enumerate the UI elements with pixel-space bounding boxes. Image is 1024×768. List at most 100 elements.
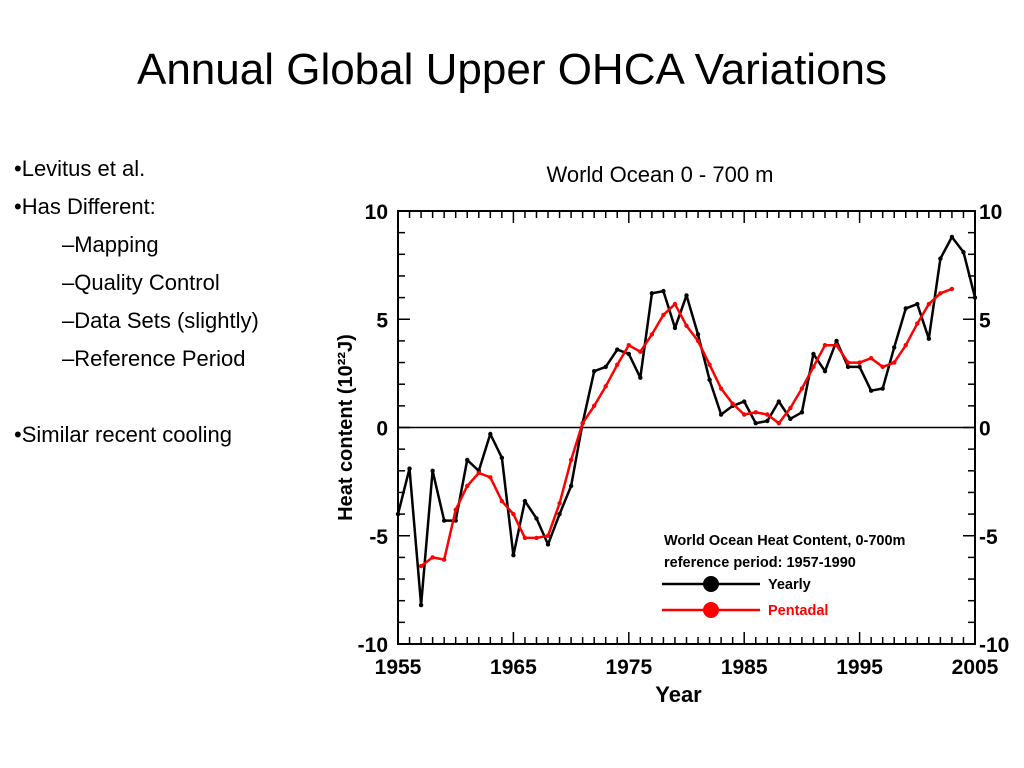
data-point-pentadal [799,386,805,391]
data-point-pentadal [615,362,620,367]
data-point-yearly [418,602,424,608]
x-tick-label: 1965 [490,656,537,679]
data-point-pentadal [776,420,782,426]
data-point-yearly [638,375,643,380]
bullet-list: •Levitus et al. •Has Different: –Mapping –Q… [14,150,334,454]
data-point-pentadal [511,511,516,517]
data-point-yearly [615,347,620,352]
data-point-pentadal [695,338,701,344]
data-point-yearly [488,431,493,437]
data-point-yearly [407,466,412,471]
data-point-yearly [961,249,966,255]
data-point-pentadal [834,343,839,348]
x-axis-label: Year [655,682,702,707]
data-point-yearly [857,364,862,370]
data-point-pentadal [949,286,955,292]
data-point-yearly [926,336,932,341]
y-tick-label-left: 0 [376,418,388,441]
data-point-pentadal [742,412,747,417]
data-point-pentadal [672,301,678,307]
data-point-pentadal [707,362,712,367]
data-point-pentadal [465,483,470,489]
data-point-pentadal [684,323,689,328]
data-point-yearly [522,498,528,504]
bullet-item: –Reference Period [62,346,246,371]
data-point-pentadal [430,555,435,560]
data-point-yearly [776,399,782,404]
legend-title: World Ocean Heat Content, 0-700m [664,533,905,549]
data-point-pentadal [418,563,424,569]
data-point-yearly [834,338,839,344]
data-point-yearly [788,416,793,422]
data-point-pentadal [868,356,874,361]
data-point-pentadal [811,364,816,370]
data-point-pentadal [661,312,666,318]
data-point-pentadal [580,420,585,426]
data-point-pentadal [926,301,932,307]
y-tick-label-left: -10 [358,634,388,657]
data-point-yearly [845,364,851,370]
data-point-yearly [649,291,655,296]
y-tick-label-left: 10 [365,201,388,224]
bullet-item: –Data Sets (slightly) [62,308,259,333]
bullet-item: •Similar recent cooling [14,422,233,447]
data-point-yearly [880,386,885,391]
x-tick-label: 1995 [836,656,883,679]
data-point-yearly [545,542,551,547]
x-tick-label: 1955 [375,656,422,679]
data-point-yearly [568,483,574,489]
data-point-yearly [915,301,920,307]
data-point-yearly [892,345,897,350]
data-point-yearly [557,511,562,517]
data-point-yearly [903,306,908,311]
data-point-yearly [441,518,447,523]
data-point-pentadal [857,360,862,365]
legend-marker-pentadal [703,602,719,618]
bullet-item: •Has Different: [14,194,156,219]
data-point-pentadal [649,332,655,337]
chart-caption: World Ocean 0 - 700 m [546,162,774,187]
y-tick-label-right: -10 [979,634,1009,657]
data-point-yearly [949,234,955,240]
y-tick-label-right: -5 [979,526,998,549]
data-point-pentadal [753,410,758,415]
data-point-pentadal [845,360,851,365]
y-tick-label-right: 10 [979,201,1002,224]
legend-marker-yearly [703,576,719,592]
data-point-yearly [499,455,505,461]
y-tick-label-left: -5 [369,526,388,549]
data-point-pentadal [522,535,528,541]
data-point-pentadal [441,557,447,562]
data-point-yearly [868,388,874,393]
data-point-pentadal [488,475,493,480]
data-point-yearly [465,457,470,463]
data-point-pentadal [788,405,793,411]
data-point-pentadal [765,412,770,417]
data-point-pentadal [545,533,551,538]
data-point-yearly [591,369,597,374]
data-point-yearly [534,516,539,521]
data-point-yearly [511,553,516,558]
y-tick-label-right: 5 [979,309,991,332]
x-tick-label: 2005 [952,656,999,679]
data-point-yearly [718,412,724,417]
data-point-pentadal [453,507,458,512]
data-point-pentadal [591,403,597,409]
data-point-yearly [811,351,816,357]
data-point-yearly [972,295,978,300]
bullet-item: –Quality Control [62,270,220,295]
series-line-yearly [396,235,977,607]
data-point-yearly [684,293,689,298]
x-tick-label: 1975 [605,656,652,679]
data-point-pentadal [534,535,539,541]
data-point-yearly [672,325,678,331]
data-point-yearly [822,369,828,374]
data-point-pentadal [730,401,735,406]
data-point-pentadal [603,384,608,389]
data-point-pentadal [892,360,897,365]
legend-label-yearly: Yearly [768,577,811,593]
data-point-pentadal [638,349,643,354]
data-point-pentadal [718,386,724,391]
y-axis-label: Heat content (10²²J) [335,334,357,521]
